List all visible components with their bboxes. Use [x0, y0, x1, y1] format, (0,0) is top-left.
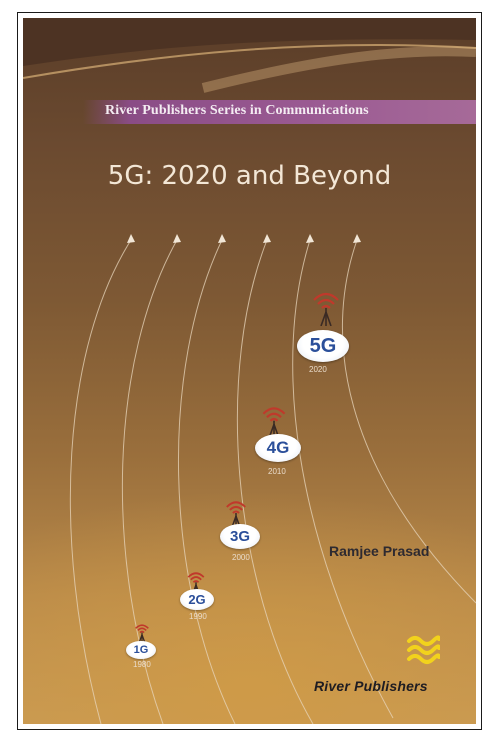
generation-badge-5g: 5G: [297, 330, 349, 362]
arrowhead-4: [263, 234, 271, 243]
series-name: River Publishers Series in Communication…: [105, 103, 369, 118]
book-cover: River Publishers Series in Communication…: [23, 18, 476, 724]
book-cover-frame: River Publishers Series in Communication…: [17, 12, 482, 730]
series-band: [83, 100, 476, 124]
generation-year-5g: 2020: [309, 365, 327, 374]
arrowhead-1: [127, 234, 135, 243]
arrowhead-6: [353, 234, 361, 243]
arc-4: [236, 239, 314, 724]
generation-year-1g: 1980: [133, 660, 151, 669]
generation-year-3g: 2000: [232, 553, 250, 562]
signal-waves-icon: [135, 624, 149, 642]
generation-badge-4g: 4G: [255, 434, 301, 462]
book-title: 5G: 2020 and Beyond: [107, 161, 392, 191]
arrowhead-2: [173, 234, 181, 243]
arrowhead-3: [218, 234, 226, 243]
arc-5: [292, 239, 394, 719]
author-name: Ramjee Prasad: [329, 543, 430, 559]
generation-year-4g: 2010: [268, 467, 286, 476]
generation-arcs: [69, 234, 476, 724]
generation-badge-3g: 3G: [220, 524, 260, 549]
arc-1: [69, 239, 132, 724]
generation-badge-2g: 2G: [180, 589, 214, 610]
arc-3: [177, 239, 236, 724]
signal-waves-icon: [226, 501, 246, 527]
signal-waves-icon: [262, 407, 286, 437]
top-swoosh-decoration: [23, 18, 476, 93]
river-publishers-logo: [407, 635, 440, 664]
publisher-name: River Publishers: [314, 678, 428, 694]
signal-waves-icon: [313, 292, 339, 326]
arrowhead-5: [306, 234, 314, 243]
arc-6: [341, 239, 476, 604]
generation-badge-1g: 1G: [126, 641, 156, 659]
generation-year-2g: 1990: [189, 612, 207, 621]
